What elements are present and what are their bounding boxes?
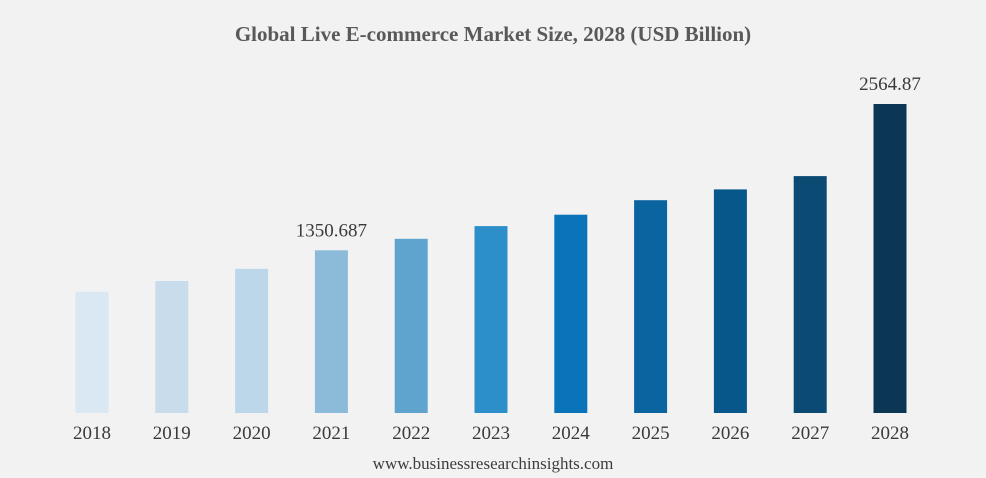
bar-2026 — [713, 189, 747, 413]
bar-2021 — [314, 250, 348, 413]
bar-2022 — [394, 238, 428, 413]
x-tick-2018: 2018 — [73, 423, 111, 444]
x-tick-2023: 2023 — [472, 423, 510, 444]
chart-title: Global Live E-commerce Market Size, 2028… — [234, 22, 752, 46]
bar-2020 — [235, 268, 269, 413]
x-tick-2026: 2026 — [711, 423, 749, 444]
data-label-2028: 2564.87 — [859, 74, 921, 95]
x-tick-2024: 2024 — [552, 423, 591, 444]
bar-2024 — [554, 214, 588, 413]
x-tick-2027: 2027 — [791, 423, 829, 444]
bar-2023 — [474, 226, 508, 413]
x-tick-2021: 2021 — [312, 423, 350, 444]
data-labels: 1350.687 2564.87 — [296, 74, 921, 241]
source-url: www.businessresearchinsights.com — [372, 454, 614, 473]
x-tick-2022: 2022 — [392, 423, 430, 444]
bar-2025 — [634, 200, 668, 413]
x-tick-2019: 2019 — [153, 423, 191, 444]
bar-2028 — [873, 104, 907, 413]
bars-group — [75, 104, 907, 413]
x-tick-2020: 2020 — [233, 423, 271, 444]
bar-2018 — [75, 291, 109, 413]
data-label-2021: 1350.687 — [296, 220, 367, 241]
bar-2019 — [155, 281, 189, 413]
x-tick-2025: 2025 — [632, 423, 670, 444]
x-tick-2028: 2028 — [871, 423, 909, 444]
x-axis-ticks: 2018 2019 2020 2021 2022 2023 2024 2025 2026 2027… — [73, 423, 909, 444]
bar-2027 — [793, 176, 827, 413]
